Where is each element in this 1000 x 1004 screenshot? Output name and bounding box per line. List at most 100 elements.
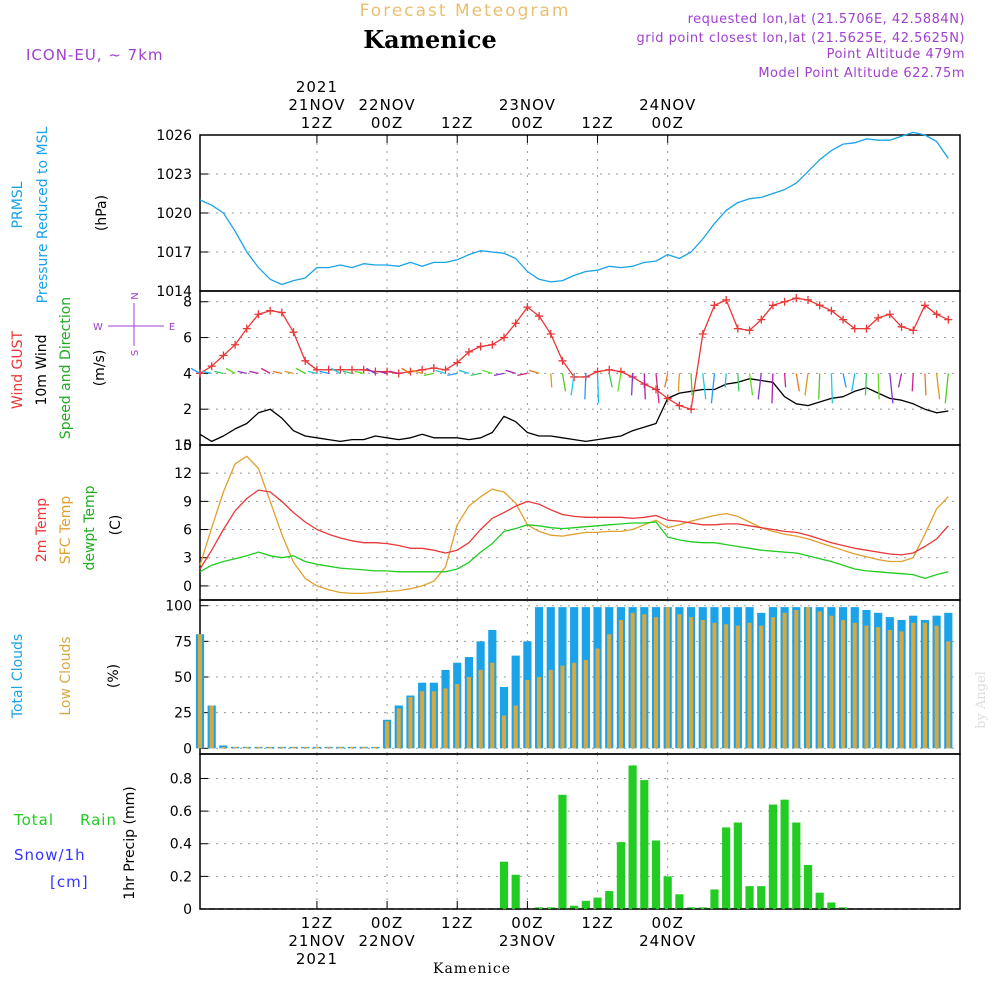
low-cloud-bar-41 <box>677 614 682 749</box>
wind-arrow-35 <box>608 373 613 388</box>
wind-arrow-59 <box>889 373 894 404</box>
sfc-temp-line <box>199 455 949 595</box>
wind-arrow-40 <box>664 373 669 388</box>
gust-marker-2 <box>219 351 228 360</box>
wind-arrow-20 <box>423 372 434 377</box>
wind-arrow-38 <box>643 373 646 400</box>
wind-arrow-53 <box>818 373 821 400</box>
gust-marker-28 <box>523 303 532 312</box>
wind-unit: (m/s) <box>92 350 108 387</box>
footer-location: Kamenice <box>433 961 511 977</box>
low-cloud-bar-48 <box>759 625 764 749</box>
gust-marker-23 <box>464 347 473 356</box>
xlabel-top-0-0: 2021 <box>296 78 338 96</box>
compass-e: E <box>169 322 175 333</box>
precip-label-rain: Rain <box>80 811 117 829</box>
gust-marker-41 <box>675 401 684 410</box>
gust-line <box>199 297 949 410</box>
low-cloud-bar-16 <box>385 721 390 749</box>
low-cloud-bar-50 <box>782 612 787 749</box>
precip-label-snow: Snow/1h <box>14 846 86 864</box>
low-cloud-bar-8 <box>291 746 296 749</box>
low-cloud-bar-11 <box>326 746 331 749</box>
wind-arrow-19 <box>411 369 423 374</box>
wind-arrow-43 <box>702 373 707 400</box>
wind-arrow-34 <box>596 373 600 404</box>
low-cloud-bar-10 <box>314 746 319 749</box>
temp-label-sfc: SFC Temp <box>58 496 74 565</box>
xlabel-top-0-2: 12Z <box>301 114 333 132</box>
pressure-label-1: PRMSL <box>10 181 26 228</box>
precip-bar-48 <box>757 886 766 909</box>
low-cloud-bar-52 <box>805 607 811 749</box>
precip-bar-34 <box>593 897 602 909</box>
cloud-label-low: Low Clouds <box>58 636 74 715</box>
low-cloud-bar-43 <box>700 619 705 749</box>
wind-arrow-26 <box>493 372 505 377</box>
wind-arrow-61 <box>911 373 914 392</box>
panel-0: 1014 1017 1020 1023 1026 <box>156 128 961 300</box>
wind-arrow-37 <box>630 373 634 396</box>
precip-bars <box>200 765 960 910</box>
low-cloud-bar-38 <box>642 614 647 749</box>
wind-arrow-23 <box>458 369 470 374</box>
wind-arrow-22 <box>447 372 458 377</box>
wind-arrow-62 <box>924 373 927 396</box>
gust-marker-57 <box>862 324 871 333</box>
watermark: by Angel <box>974 671 989 729</box>
low-cloud-bar-4 <box>244 746 249 749</box>
gust-marker-50 <box>780 297 789 306</box>
wind-direction-arrows <box>190 367 949 404</box>
wind-arrow-16 <box>377 370 388 375</box>
cloud-bars <box>195 607 953 749</box>
gust-marker-63 <box>932 310 941 319</box>
temp-2m-line <box>199 489 949 570</box>
precip-bar-33 <box>581 900 590 909</box>
gust-marker-10 <box>312 365 321 374</box>
low-cloud-bar-31 <box>560 665 565 749</box>
gust-marker-46 <box>733 324 742 333</box>
panel-frame-2 <box>199 444 961 601</box>
wind-arrow-56 <box>851 373 856 392</box>
gust-marker-53 <box>815 301 824 310</box>
xlabel-top-5-0: 24NOV <box>639 96 696 114</box>
gust-marker-48 <box>757 315 766 324</box>
ytick-label-4-2: 0.4 <box>170 837 192 853</box>
wind-arrow-12 <box>330 367 341 374</box>
low-cloud-bar-45 <box>724 624 729 749</box>
wind-speed-line <box>199 378 949 443</box>
xlabel-bottom-1-1: 22NOV <box>359 932 416 950</box>
gust-marker-52 <box>804 295 812 304</box>
low-cloud-bar-0 <box>197 634 203 749</box>
wind-arrow-63 <box>935 373 941 400</box>
wind-arrow-57 <box>864 373 868 396</box>
gust-marker-5 <box>254 310 263 319</box>
ytick-label-3-2: 50 <box>174 670 192 686</box>
gust-marker-42 <box>687 405 696 414</box>
low-cloud-bar-39 <box>653 617 659 749</box>
low-cloud-bar-40 <box>665 607 670 749</box>
ytick-label-1-2: 4 <box>183 366 192 382</box>
point-altitude: Point Altitude 479m <box>827 47 965 62</box>
gust-marker-44 <box>710 301 719 310</box>
low-cloud-bar-42 <box>689 617 694 749</box>
low-cloud-bar-36 <box>618 619 623 749</box>
wind-arrow-52 <box>804 373 809 396</box>
gust-marker-59 <box>885 310 894 319</box>
low-cloud-bar-53 <box>817 611 822 749</box>
precip-bar-42 <box>686 907 696 909</box>
xlabel-top-2-0: 12Z <box>441 114 473 132</box>
low-cloud-bar-60 <box>899 631 904 749</box>
precip-bar-55 <box>838 907 848 909</box>
wind-arrow-50 <box>783 373 787 388</box>
low-cloud-bar-24 <box>478 669 483 749</box>
low-cloud-bar-54 <box>829 615 834 749</box>
wind-label-10m: 10m Wind <box>34 334 50 405</box>
total-cloud-bar-27 <box>511 655 520 749</box>
low-cloud-bar-19 <box>420 691 425 749</box>
wind-arrow-49 <box>771 373 774 404</box>
low-cloud-bar-1 <box>209 705 214 749</box>
wind-arrow-15 <box>366 367 376 374</box>
xlabel-top-1-0: 22NOV <box>359 96 416 114</box>
